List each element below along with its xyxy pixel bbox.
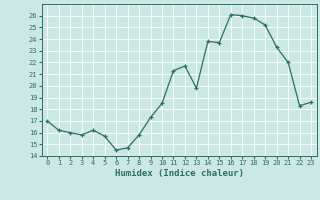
X-axis label: Humidex (Indice chaleur): Humidex (Indice chaleur) xyxy=(115,169,244,178)
